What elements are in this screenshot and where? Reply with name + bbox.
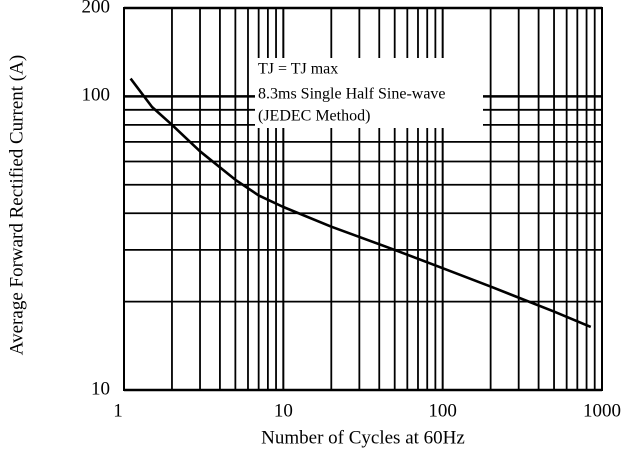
y-tick-label: 10: [91, 378, 110, 399]
x-tick-label: 10: [274, 400, 293, 421]
x-tick-label: 100: [428, 400, 457, 421]
y-axis-label: Average Forward Rectified Current (A): [6, 55, 27, 355]
x-tick-label: 1: [113, 400, 123, 421]
x-axis-label: Number of Cycles at 60Hz: [261, 427, 465, 448]
annotation: (JEDEC Method): [258, 108, 370, 125]
curve: [129, 77, 592, 329]
y-tick-label: 200: [82, 0, 111, 17]
annotation: TJ = TJ max: [258, 61, 338, 78]
y-tick-label: 100: [82, 85, 111, 106]
annotation: 8.3ms Single Half Sine-wave: [258, 86, 446, 103]
annotation-box: [255, 58, 483, 128]
x-tick-label: 1000: [583, 400, 621, 421]
